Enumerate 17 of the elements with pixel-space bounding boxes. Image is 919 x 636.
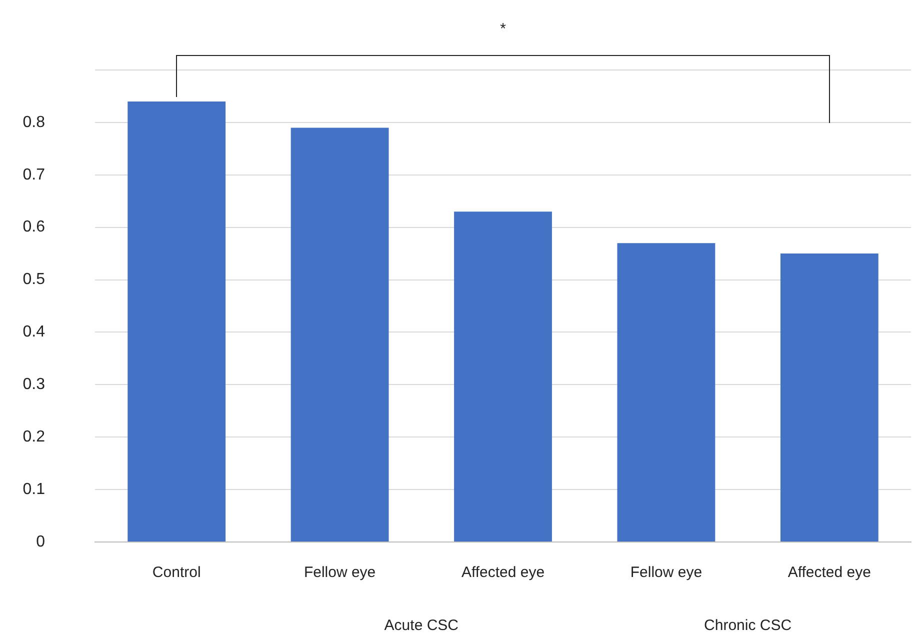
x-tick-label: Affected eye [788,564,871,582]
y-tick-label: 0.2 [22,428,46,446]
y-tick-label: 0 [36,533,46,550]
x-tick-label: Affected eye [461,564,545,582]
x-tick-label: Fellow eye [304,564,376,582]
y-tick-label: 0.3 [22,376,46,394]
y-tick-label: 0.1 [22,480,46,498]
x-tick-label: Control [152,564,201,582]
text: Chronic CSC [704,617,792,634]
y-tick-label: 0.5 [22,271,46,288]
text: Acute CSC [384,617,459,634]
y-tick-label: 0.7 [22,166,46,184]
y-tick-label: 0.6 [22,218,46,236]
y-tick-label: 0.4 [22,324,46,341]
x-tick-label: Fellow eye [630,564,702,582]
text: * [500,20,506,38]
y-tick-label: 0.8 [22,114,46,131]
